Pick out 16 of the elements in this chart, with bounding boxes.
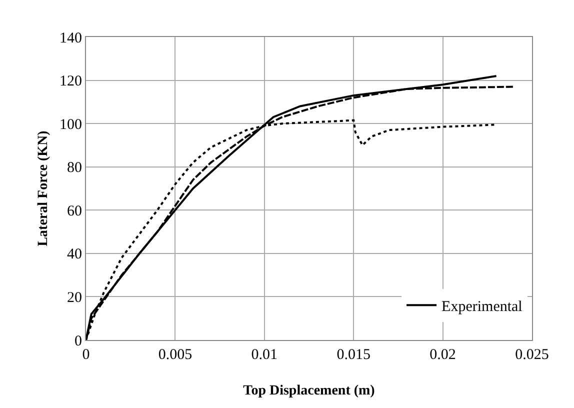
y-tick-label: 40 bbox=[67, 246, 82, 263]
y-tick-label: 60 bbox=[67, 203, 82, 220]
y-tick-label: 80 bbox=[67, 160, 82, 176]
x-tick-label: 0.015 bbox=[336, 347, 370, 363]
y-tick-label: 0 bbox=[74, 333, 82, 350]
y-tick-label: 140 bbox=[60, 30, 82, 46]
y-tick-label: 100 bbox=[60, 116, 82, 133]
y-tick-label: 20 bbox=[67, 290, 82, 306]
legend-label: Experimental bbox=[442, 298, 522, 315]
x-axis-title: Top Displacement (m) bbox=[243, 383, 376, 398]
x-tick-label: 0.01 bbox=[251, 347, 278, 363]
y-tick-label: 120 bbox=[60, 74, 82, 90]
x-tick-label: 0.02 bbox=[430, 347, 456, 363]
y-axis-title: Lateral Force (KN) bbox=[36, 130, 52, 246]
x-tick-label: 0.025 bbox=[515, 347, 549, 363]
x-tick-label: 0.005 bbox=[158, 347, 192, 363]
